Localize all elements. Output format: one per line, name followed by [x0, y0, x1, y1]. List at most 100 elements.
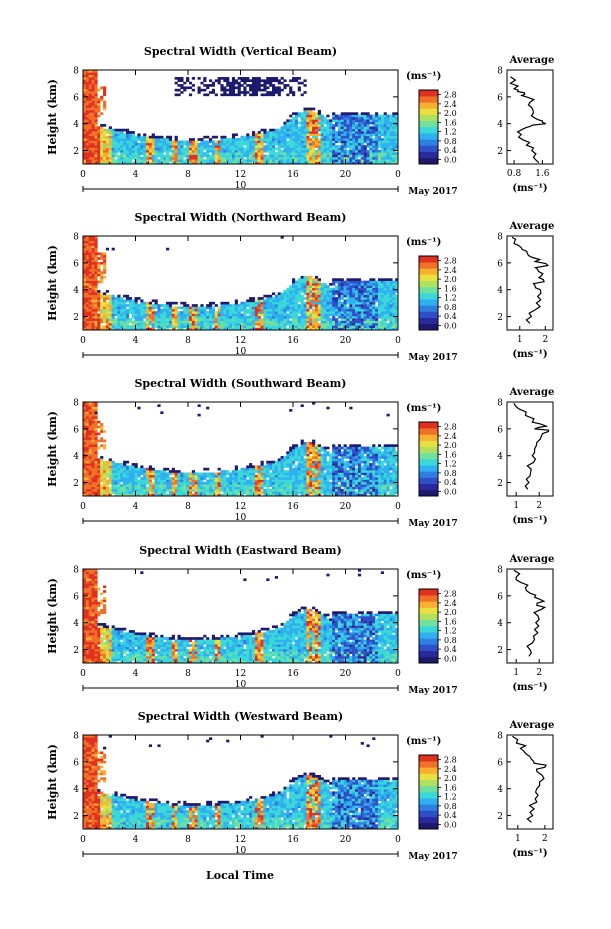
heatmap-cell — [243, 306, 247, 310]
heatmap-cell — [154, 313, 158, 317]
heatmap-cell — [211, 301, 216, 305]
heatmap-cell — [257, 145, 261, 148]
heatmap-cell — [94, 261, 98, 265]
heatmap-cell — [300, 145, 304, 148]
heatmap-cell — [320, 128, 324, 132]
heatmap-cell — [329, 311, 333, 314]
heatmap-cell — [214, 491, 218, 494]
heatmap-cell — [294, 311, 299, 314]
heatmap-cell — [272, 142, 276, 146]
heatmap-cell — [160, 481, 164, 485]
heatmap-cell — [188, 156, 193, 160]
heatmap-cell — [108, 133, 112, 137]
heatmap-cell — [377, 294, 382, 298]
heatmap-cell — [303, 287, 307, 291]
heatmap-cell — [346, 156, 350, 160]
heatmap-cell — [143, 159, 147, 162]
heatmap-cell — [317, 145, 321, 148]
heatmap-cell — [395, 156, 399, 160]
heatmap-cell — [180, 306, 184, 310]
heatmap-cell — [243, 484, 247, 487]
heatmap-cell — [220, 481, 224, 485]
heatmap-cell — [323, 311, 327, 314]
heatmap-cell — [88, 257, 92, 260]
heatmap-cell — [240, 145, 244, 148]
heatmap-cell — [197, 306, 201, 310]
heatmap-cell — [386, 280, 390, 284]
heatmap-cell — [343, 126, 347, 130]
heatmap-cell — [140, 313, 144, 317]
heatmap-cell — [283, 299, 287, 303]
heatmap-cell — [85, 280, 90, 284]
heatmap-cell — [240, 149, 244, 153]
heatmap-cell — [380, 142, 384, 146]
heatmap-cell — [332, 306, 336, 310]
heatmap-cell — [389, 315, 393, 319]
heatmap-cell — [91, 98, 95, 101]
heatmap-cell — [194, 481, 198, 485]
heatmap-cell — [151, 325, 155, 328]
heatmap-cell — [220, 315, 224, 319]
heatmap-cell — [257, 161, 261, 165]
heatmap-cell — [349, 131, 353, 134]
heatmap-cell — [123, 479, 127, 483]
heatmap-cell — [100, 493, 104, 497]
heatmap-cell — [223, 138, 227, 141]
heatmap-cell — [389, 308, 393, 312]
heatmap-cell — [83, 119, 87, 122]
heatmap-cell — [100, 294, 104, 298]
heatmap-cell — [131, 465, 135, 469]
heatmap-cell — [286, 294, 290, 298]
heatmap-cell — [372, 152, 376, 155]
heatmap-cell — [297, 280, 301, 284]
heatmap-cell — [335, 290, 339, 293]
heatmap-cell — [266, 325, 270, 328]
heatmap-cell — [363, 299, 367, 303]
heatmap-cell — [191, 154, 195, 158]
colorbar-swatch — [419, 256, 438, 263]
heatmap-cell — [125, 465, 130, 469]
heatmap-cell — [88, 145, 92, 148]
heatmap-cell — [91, 109, 95, 113]
heatmap-cell — [234, 159, 238, 162]
heatmap-cell — [372, 322, 376, 326]
heatmap-cell — [280, 301, 284, 305]
heatmap-cell — [306, 107, 310, 111]
heatmap-cell — [97, 88, 101, 92]
heatmap-cell — [143, 145, 147, 148]
heatmap-cell — [366, 320, 370, 324]
heatmap-cell — [254, 154, 258, 158]
heatmap-cell — [111, 306, 115, 310]
heatmap-cell — [363, 133, 367, 137]
heatmap-cell — [177, 327, 181, 331]
heatmap-cell — [188, 145, 193, 148]
heatmap-cell — [383, 147, 387, 151]
heatmap-cell — [97, 156, 101, 160]
heatmap-cell — [294, 138, 299, 141]
heatmap-cell — [188, 472, 193, 476]
heatmap-cell — [306, 161, 310, 165]
heatmap-cell — [91, 154, 95, 158]
heatmap-cell — [280, 81, 284, 85]
heatmap-cell — [183, 147, 187, 151]
heatmap-cell — [251, 88, 256, 92]
profile-y-tick-label: 4 — [497, 120, 503, 130]
heatmap-cell — [128, 481, 132, 485]
heatmap-cell — [100, 444, 104, 447]
heatmap-cell — [108, 491, 112, 494]
heatmap-cell — [312, 121, 316, 125]
heatmap-cell — [186, 308, 190, 312]
heatmap-cell — [200, 149, 204, 153]
heatmap-cell — [300, 135, 304, 139]
heatmap-cell — [306, 301, 310, 305]
heatmap-cell — [366, 142, 370, 146]
heatmap-cell — [332, 152, 336, 155]
heatmap-cell — [85, 320, 90, 324]
heatmap-cell — [103, 257, 107, 260]
heatmap-cell — [140, 142, 144, 146]
heatmap-cell — [274, 327, 279, 331]
heatmap-cell — [312, 278, 316, 281]
heatmap-cell — [266, 131, 270, 134]
heatmap-cell — [246, 304, 250, 307]
heatmap-cell — [214, 161, 218, 165]
